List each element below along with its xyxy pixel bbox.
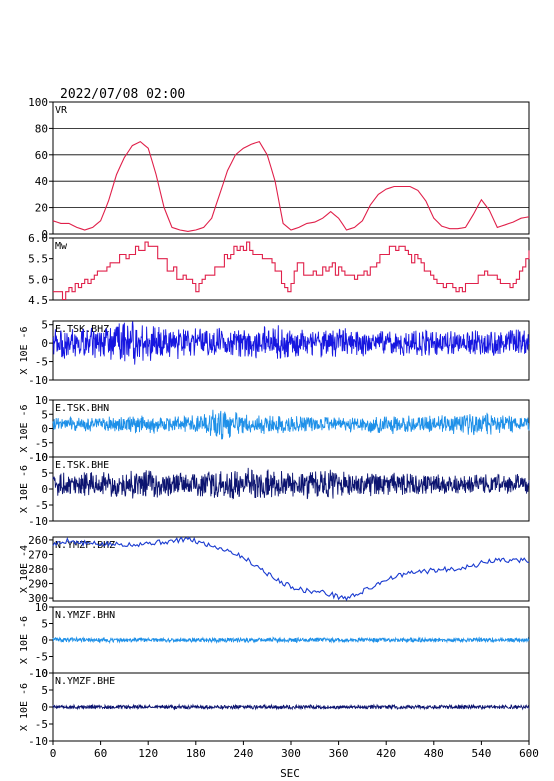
- y-tick-label: -5: [35, 437, 48, 450]
- y-tick-label: 260: [28, 534, 48, 547]
- panel-n-ymzf-bhn: -10 -5 0 5 10 X 10E -6 N.YMZF.BHN: [19, 601, 530, 680]
- x-tick-label: 540: [471, 747, 491, 760]
- y-tick-label: -10: [28, 515, 48, 528]
- y-tick-label: 0: [41, 701, 48, 714]
- series-name: N.YMZF.BHE: [55, 676, 115, 687]
- y-tick-label: 10: [35, 667, 48, 680]
- x-tick-label: 0: [50, 747, 57, 760]
- y-tick-label: 10: [35, 394, 48, 407]
- y-tick-label: 0: [41, 337, 48, 350]
- series-name: E.TSK.BHN: [55, 403, 109, 414]
- y-tick-label: 10: [35, 601, 48, 614]
- y-tick-label: 10: [35, 451, 48, 464]
- series-name: N.YMZF.BHN: [55, 610, 115, 621]
- x-axis-label: SEC: [280, 767, 300, 780]
- y-tick-label: 6.0: [28, 232, 48, 245]
- y-tick-label: -5: [35, 651, 48, 664]
- y-tick-label: 5: [41, 408, 48, 421]
- x-tick-label: 420: [376, 747, 396, 760]
- y-tick-label: 0: [41, 228, 48, 241]
- y-tick-label: -10: [28, 451, 48, 464]
- x-tick-label: 600: [519, 747, 539, 760]
- x-tick-label: 60: [94, 747, 107, 760]
- y-tick-label: 5: [41, 684, 48, 697]
- y-tick-label: 80: [35, 122, 48, 135]
- y-tick-label: 300: [28, 592, 48, 605]
- y-tick-label: 100: [28, 96, 48, 109]
- series-name: E.TSK.BHE: [55, 460, 109, 471]
- panel-mw: 4.5 5.0 5.5 6.0 Mw: [28, 232, 530, 307]
- series-name: VR: [55, 105, 68, 116]
- y-tick-label: -10: [28, 735, 48, 748]
- panel-vr: 0 20 40 60 80 100 VR: [28, 96, 530, 241]
- y-axis-label: X 10E -6: [19, 326, 30, 374]
- series-line: [52, 703, 530, 711]
- series-line: [52, 409, 530, 440]
- panel-frame: [52, 101, 530, 235]
- x-tick-label: 180: [186, 747, 206, 760]
- x-tick-label: 120: [138, 747, 158, 760]
- y-tick-label: -5: [35, 356, 48, 369]
- series-line: [52, 536, 530, 602]
- panel-frame: [52, 320, 530, 381]
- panel-n-ymzf-bhe: -10 -5 0 5 10 X 10E -6 N.YMZF.BHE: [19, 667, 530, 748]
- y-axis-label: X 10E -6: [19, 404, 30, 452]
- y-tick-label: 280: [28, 563, 48, 576]
- panel-frame: [52, 237, 530, 301]
- series-name: E.TSK.BHZ: [55, 324, 109, 335]
- timestamp-title: 2022/07/08 02:00: [60, 87, 185, 102]
- series-line: [52, 467, 530, 500]
- x-tick-label: 480: [424, 747, 444, 760]
- x-tick-label: 300: [281, 747, 301, 760]
- panel-e-tsk-bhz: -10 -5 0 5 X 10E -6 E.TSK.BHZ: [19, 319, 530, 387]
- y-tick-label: 0: [41, 483, 48, 496]
- x-axis: 0 60 120 180 240 300 360 420 480 540 600: [50, 741, 539, 760]
- y-tick-label: -10: [28, 667, 48, 680]
- y-tick-label: 4.5: [28, 294, 48, 307]
- series-name: N.YMZF.BHZ: [55, 540, 115, 551]
- series-line: [52, 636, 530, 645]
- y-tick-label: 60: [35, 149, 48, 162]
- y-tick-label: 270: [28, 548, 48, 561]
- y-tick-label: 40: [35, 175, 48, 188]
- y-tick-label: 0: [41, 423, 48, 436]
- y-tick-label: 5.0: [28, 273, 48, 286]
- x-tick-label: 240: [233, 747, 253, 760]
- series-line: [52, 321, 530, 365]
- y-tick-label: 0: [41, 634, 48, 647]
- y-tick-label: 20: [35, 202, 48, 215]
- series-name: Mw: [55, 241, 68, 252]
- y-tick-label: 5: [41, 467, 48, 480]
- y-axis-label: X 10E -6: [19, 683, 30, 731]
- y-tick-label: 290: [28, 578, 48, 591]
- y-axis-label: X 10E -6: [19, 616, 30, 664]
- y-tick-label: 5.5: [28, 253, 48, 266]
- y-tick-label: -5: [35, 718, 48, 731]
- y-axis-label: X 10E -6: [19, 465, 30, 513]
- y-tick-label: 5: [41, 618, 48, 631]
- x-tick-label: 360: [329, 747, 349, 760]
- y-axis-label: X 10E -4: [19, 545, 30, 593]
- y-tick-label: -5: [35, 499, 48, 512]
- y-tick-label: -10: [28, 374, 48, 387]
- series-line: [53, 241, 530, 301]
- panel-e-tsk-bhe: -10 -5 0 5 10 X 10E -6 E.TSK.BHE: [19, 451, 530, 528]
- y-tick-label: 5: [41, 319, 48, 332]
- series-line: [52, 140, 530, 232]
